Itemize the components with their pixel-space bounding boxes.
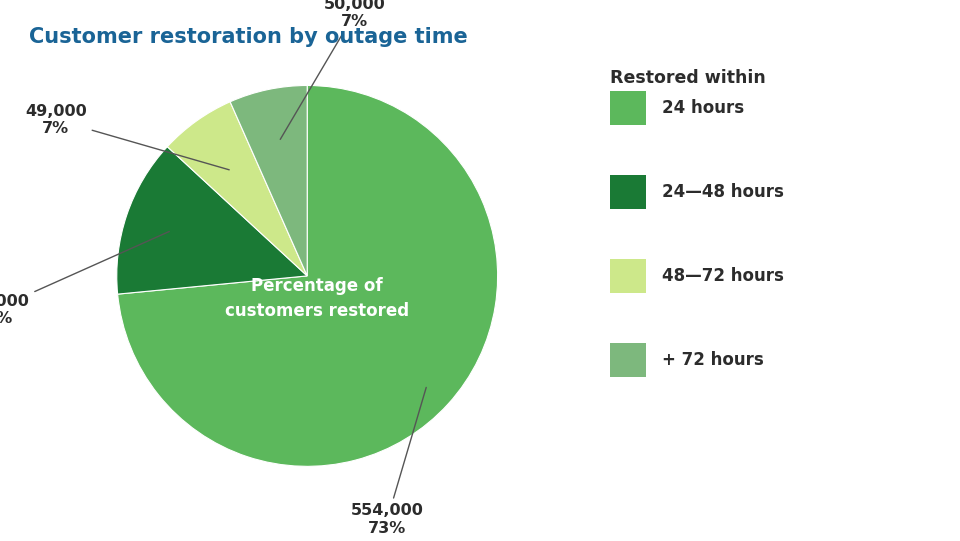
Text: Percentage of
customers restored: Percentage of customers restored (225, 277, 409, 320)
Wedge shape (117, 147, 307, 294)
Wedge shape (230, 85, 307, 276)
Text: + 72 hours: + 72 hours (662, 351, 764, 369)
Text: 24—48 hours: 24—48 hours (662, 183, 784, 201)
Text: Restored within: Restored within (610, 69, 765, 87)
Text: 101,000
13%: 101,000 13% (0, 232, 169, 326)
Text: 48—72 hours: 48—72 hours (662, 267, 784, 285)
Wedge shape (118, 85, 497, 466)
Text: 24 hours: 24 hours (662, 99, 745, 117)
Text: 554,000
73%: 554,000 73% (350, 387, 426, 536)
Text: Customer restoration by outage time: Customer restoration by outage time (29, 27, 468, 47)
Text: 49,000
7%: 49,000 7% (25, 103, 229, 170)
Wedge shape (167, 102, 307, 276)
Text: 50,000
7%: 50,000 7% (280, 0, 386, 140)
